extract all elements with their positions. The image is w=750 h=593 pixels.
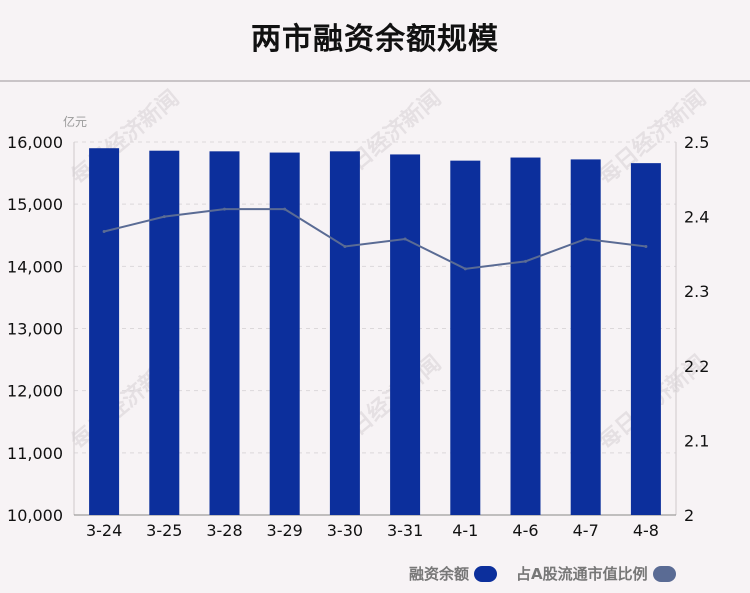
x-tick-label: 3-25 — [146, 521, 182, 540]
line-point — [524, 259, 527, 263]
line-point — [162, 215, 166, 219]
line-point — [584, 237, 588, 241]
y-left-tick-label: 12,000 — [7, 382, 63, 401]
bar — [390, 154, 421, 515]
legend-swatch-bar — [474, 565, 498, 582]
line-point — [403, 237, 407, 241]
line-point — [343, 244, 347, 248]
x-tick-label: 3-24 — [86, 521, 122, 540]
y-right-tick-label: 2.5 — [684, 133, 709, 152]
legend-item-line: 占A股流通市值比例 — [516, 563, 676, 584]
x-tick-label: 3-30 — [327, 521, 363, 540]
x-tick-label: 3-28 — [206, 521, 242, 540]
line-point — [463, 267, 467, 271]
line-point — [223, 207, 226, 211]
y-right-tick-label: 2.3 — [684, 282, 709, 301]
line-point — [283, 207, 287, 211]
bar — [570, 159, 601, 515]
y-right-tick-label: 2.1 — [684, 431, 709, 450]
line-point — [644, 244, 648, 248]
combo-chart: 10,000 11,000 12,000 13,000 14,000 15,000 16,0… — [7, 133, 709, 540]
y-left-tick-label: 15,000 — [7, 195, 63, 214]
y-left-tick-label: 14,000 — [7, 257, 63, 276]
title-divider — [0, 80, 750, 82]
bar — [329, 151, 360, 515]
x-tick-label: 4-6 — [512, 521, 538, 540]
x-tick-label: 4-7 — [573, 521, 599, 540]
chart-title: 两市融资余额规模 — [251, 22, 499, 57]
x-tick-label: 4-1 — [452, 521, 478, 540]
chart-legend: 融资余额 占A股流通市值比例 — [0, 563, 750, 587]
bar — [510, 157, 541, 515]
line-point — [102, 230, 106, 234]
legend-label-bar: 融资余额 — [409, 565, 470, 583]
bar — [149, 150, 180, 515]
y-right-tick-label: 2.2 — [684, 357, 709, 376]
y-left-tick-label: 16,000 — [7, 133, 63, 152]
legend-item-bar: 融资余额 — [409, 563, 498, 584]
bar — [209, 151, 240, 515]
y-left-tick-label: 13,000 — [7, 320, 63, 339]
y-left-tick-label: 10,000 — [7, 506, 63, 525]
y-right-tick-label: 2.4 — [684, 208, 709, 227]
bar — [89, 148, 120, 515]
line-series — [103, 208, 647, 270]
bar — [450, 160, 481, 515]
y-left-tick-label: 11,000 — [7, 444, 63, 463]
y-right-tick-label: 2 — [684, 506, 694, 525]
legend-label-line: 占A股流通市值比例 — [516, 565, 648, 583]
x-tick-label: 3-31 — [387, 521, 423, 540]
x-tick-label: 4-8 — [633, 521, 659, 540]
legend-swatch-line — [652, 565, 676, 582]
x-tick-label: 3-29 — [267, 521, 303, 540]
y-axis-unit-label: 亿元 — [63, 115, 88, 129]
bar — [269, 152, 300, 515]
bar — [630, 163, 661, 516]
